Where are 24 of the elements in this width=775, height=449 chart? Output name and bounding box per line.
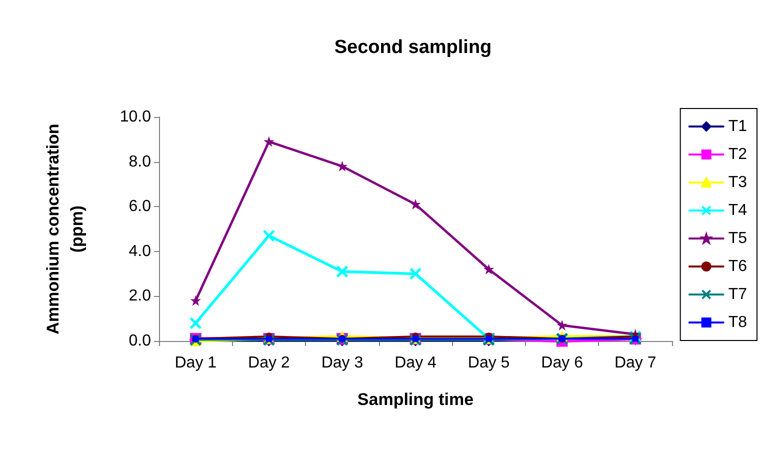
y-tick-label: 10.0 — [120, 108, 152, 126]
legend-label: T4 — [728, 202, 748, 219]
y-tick-label: 2.0 — [128, 288, 152, 305]
legend-label: T5 — [728, 230, 748, 247]
x-tick-label: Day 2 — [248, 354, 290, 372]
legend-label: T1 — [728, 118, 748, 135]
legend-label: T2 — [728, 146, 748, 163]
x-axis-title: Sampling time — [357, 390, 474, 409]
x-tick-label: Day 4 — [394, 354, 436, 372]
y-axis-title: Ammonium concentration (ppm) — [44, 124, 86, 334]
x-tick-label: Day 5 — [468, 354, 510, 372]
y-tick-label: 8.0 — [128, 153, 152, 170]
legend-label: T8 — [728, 314, 748, 331]
x-tick-label: Day 3 — [321, 354, 364, 372]
legend-label: T3 — [728, 174, 748, 191]
legend-label: T6 — [728, 258, 748, 275]
x-tick-label: Day 1 — [174, 354, 217, 372]
chart-title: Second sampling — [334, 37, 492, 58]
x-tick-label: Day 7 — [614, 354, 656, 372]
y-tick-label: 0.0 — [128, 332, 152, 350]
y-tick-label: 6.0 — [128, 198, 152, 216]
x-tick-label: Day 6 — [541, 354, 584, 372]
y-tick-label: 4.0 — [128, 242, 152, 260]
legend-label: T7 — [728, 286, 748, 303]
